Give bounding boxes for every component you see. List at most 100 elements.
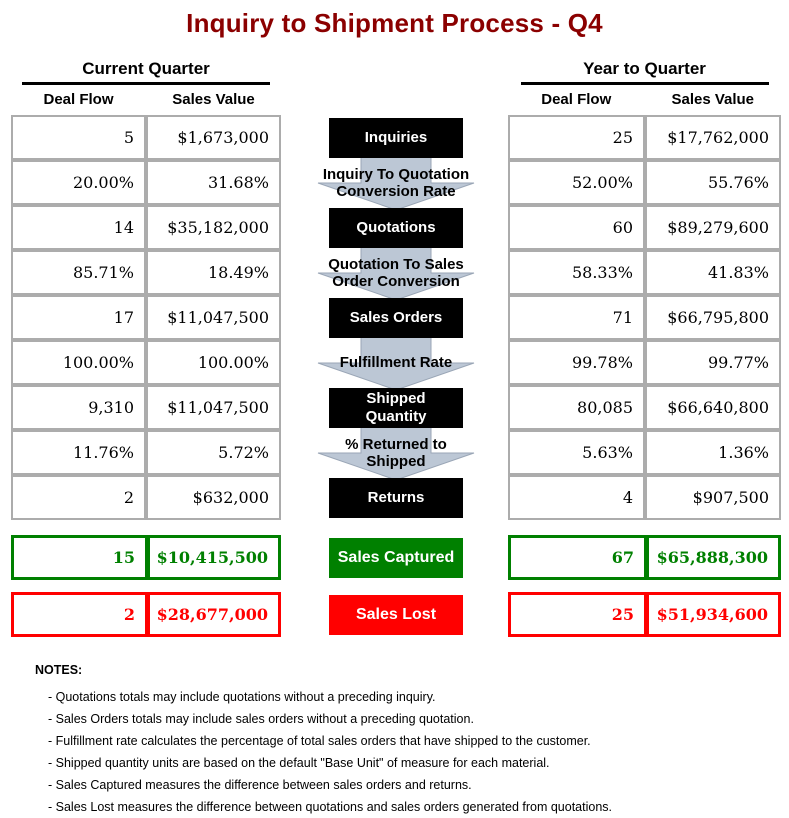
table-row-quotations: 14 $35,182,000 xyxy=(11,205,281,250)
deal-flow-cell: 99.78% xyxy=(571,353,633,372)
note-item: - Sales Captured measures the difference… xyxy=(48,778,472,792)
deal-flow-cell: 4 xyxy=(622,488,633,507)
table-row-inquiry-conversion: 20.00% 31.68% xyxy=(11,160,281,205)
rate-fulfillment: Fulfillment Rate xyxy=(303,330,489,391)
sales-value-cell: $66,640,800 xyxy=(643,387,779,428)
sales-value-cell: $66,795,800 xyxy=(643,297,779,338)
note-item: - Sales Orders totals may include sales … xyxy=(48,712,474,726)
step-shipped-quantity: Shipped Quantity xyxy=(303,385,489,430)
table-row-shipped-quantity: 80,085 $66,640,800 xyxy=(508,385,781,430)
center-header-spacer xyxy=(303,59,489,115)
step-quotations: Quotations xyxy=(303,205,489,250)
rate-quotation-to-sales-order: Quotation To Sales Order Conversion xyxy=(303,240,489,301)
current-quarter-header: Current Quarter Deal Flow Sales Value xyxy=(11,59,281,115)
year-to-quarter-table: Year to Quarter Deal Flow Sales Value 25… xyxy=(508,59,781,637)
current-quarter-rows: 5 $1,673,000 20.00% 31.68% 14 $35,182,00… xyxy=(11,115,281,520)
report-page: Inquiry to Shipment Process - Q4 Current… xyxy=(0,8,789,818)
sales-value-column-header: Sales Value xyxy=(172,91,255,108)
deal-flow-cell: 71 xyxy=(612,308,633,327)
table-row-inquiry-conversion: 52.00% 55.76% xyxy=(508,160,781,205)
year-to-quarter-header: Year to Quarter Deal Flow Sales Value xyxy=(508,59,781,115)
table-row-quotation-conversion: 58.33% 41.83% xyxy=(508,250,781,295)
sales-value-cell: 5.72% xyxy=(144,432,279,473)
sales-value-cell: 31.68% xyxy=(144,162,279,203)
table-row-sales-orders: 71 $66,795,800 xyxy=(508,295,781,340)
sales-lost-row: 25 $51,934,600 xyxy=(508,592,781,637)
table-row-quotation-conversion: 85.71% 18.49% xyxy=(11,250,281,295)
sales-value-cell: $51,934,600 xyxy=(644,595,778,634)
table-row-inquiries: 5 $1,673,000 xyxy=(11,115,281,160)
funnel-report: Current Quarter Deal Flow Sales Value 5 … xyxy=(0,59,789,637)
note-item: - Fulfillment rate calculates the percen… xyxy=(48,734,591,748)
sales-lost-row: 2 $28,677,000 xyxy=(11,592,281,637)
rate-returned-to-shipped: % Returned to Shipped xyxy=(303,420,489,481)
sales-value-cell: $10,415,500 xyxy=(145,538,278,577)
deal-flow-cell: 2 xyxy=(123,605,135,624)
current-quarter-title: Current Quarter xyxy=(82,59,210,78)
table-row-returns: 4 $907,500 xyxy=(508,475,781,520)
column-headers: Deal Flow Sales Value xyxy=(508,91,781,108)
note-item: - Quotations totals may include quotatio… xyxy=(48,690,436,704)
table-row-sales-orders: 17 $11,047,500 xyxy=(11,295,281,340)
sales-value-cell: $89,279,600 xyxy=(643,207,779,248)
sales-value-cell: 18.49% xyxy=(144,252,279,293)
sales-value-cell: 41.83% xyxy=(643,252,779,293)
deal-flow-cell: 85.71% xyxy=(72,263,134,282)
step-box-returns: Returns xyxy=(329,477,463,518)
sales-value-cell: $11,047,500 xyxy=(144,387,279,428)
sales-value-cell: $28,677,000 xyxy=(145,595,278,634)
process-steps-column: Inquiries Inquiry To Quotation Conversio… xyxy=(303,59,489,637)
table-row-quotations: 60 $89,279,600 xyxy=(508,205,781,250)
table-row-returned-pct: 11.76% 5.72% xyxy=(11,430,281,475)
rate-label: Fulfillment Rate xyxy=(339,354,453,371)
table-row-shipped-quantity: 9,310 $11,047,500 xyxy=(11,385,281,430)
sales-value-cell: 1.36% xyxy=(643,432,779,473)
sales-lost-slot: Sales Lost xyxy=(303,592,489,637)
step-sales-orders: Sales Orders xyxy=(303,295,489,340)
sales-value-column-header: Sales Value xyxy=(671,91,755,108)
deal-flow-cell: 25 xyxy=(612,128,633,147)
rate-label: Inquiry To Quotation Conversion Rate xyxy=(322,165,470,200)
sales-value-cell: $35,182,000 xyxy=(144,207,279,248)
current-quarter-table: Current Quarter Deal Flow Sales Value 5 … xyxy=(11,59,281,637)
deal-flow-cell: 52.00% xyxy=(571,173,633,192)
sales-captured-box: Sales Captured xyxy=(329,537,463,578)
header-underline xyxy=(22,82,270,85)
sales-lost-box: Sales Lost xyxy=(329,594,463,635)
page-title: Inquiry to Shipment Process - Q4 xyxy=(186,8,603,38)
sales-value-cell: $1,673,000 xyxy=(144,117,279,158)
deal-flow-cell: 20.00% xyxy=(72,173,134,192)
step-box-inquiries: Inquiries xyxy=(329,117,463,158)
step-box-shipped-quantity: Shipped Quantity xyxy=(329,387,463,428)
table-row-returns: 2 $632,000 xyxy=(11,475,281,520)
deal-flow-cell: 80,085 xyxy=(577,398,633,417)
notes-heading: NOTES: xyxy=(35,663,83,677)
step-box-quotations: Quotations xyxy=(329,207,463,248)
notes-section: NOTES: - Quotations totals may include q… xyxy=(0,663,789,818)
rate-inquiry-to-quotation: Inquiry To Quotation Conversion Rate xyxy=(303,150,489,211)
deal-flow-cell: 11.76% xyxy=(72,443,134,462)
sales-value-cell: $632,000 xyxy=(144,477,279,518)
sales-value-cell: $11,047,500 xyxy=(144,297,279,338)
deal-flow-cell: 25 xyxy=(611,605,634,624)
notes-list: - Quotations totals may include quotatio… xyxy=(35,686,789,818)
deal-flow-cell: 15 xyxy=(112,548,135,567)
step-returns: Returns xyxy=(303,475,489,520)
table-row-fulfillment: 100.00% 100.00% xyxy=(11,340,281,385)
deal-flow-cell: 5 xyxy=(123,128,134,147)
deal-flow-column-header: Deal Flow xyxy=(43,91,114,108)
step-inquiries: Inquiries xyxy=(303,115,489,160)
note-item: - Sales Lost measures the difference bet… xyxy=(48,800,613,814)
rate-label: % Returned to Shipped xyxy=(345,435,447,470)
deal-flow-cell: 14 xyxy=(113,218,134,237)
sales-value-cell: 55.76% xyxy=(643,162,779,203)
deal-flow-cell: 60 xyxy=(612,218,633,237)
deal-flow-cell: 17 xyxy=(113,308,134,327)
deal-flow-cell: 100.00% xyxy=(62,353,134,372)
note-item: - Shipped quantity units are based on th… xyxy=(48,756,550,770)
header-underline xyxy=(520,82,769,85)
deal-flow-cell: 58.33% xyxy=(571,263,633,282)
sales-captured-row: 67 $65,888,300 xyxy=(508,535,781,580)
sales-value-cell: $17,762,000 xyxy=(643,117,779,158)
deal-flow-cell: 67 xyxy=(611,548,634,567)
